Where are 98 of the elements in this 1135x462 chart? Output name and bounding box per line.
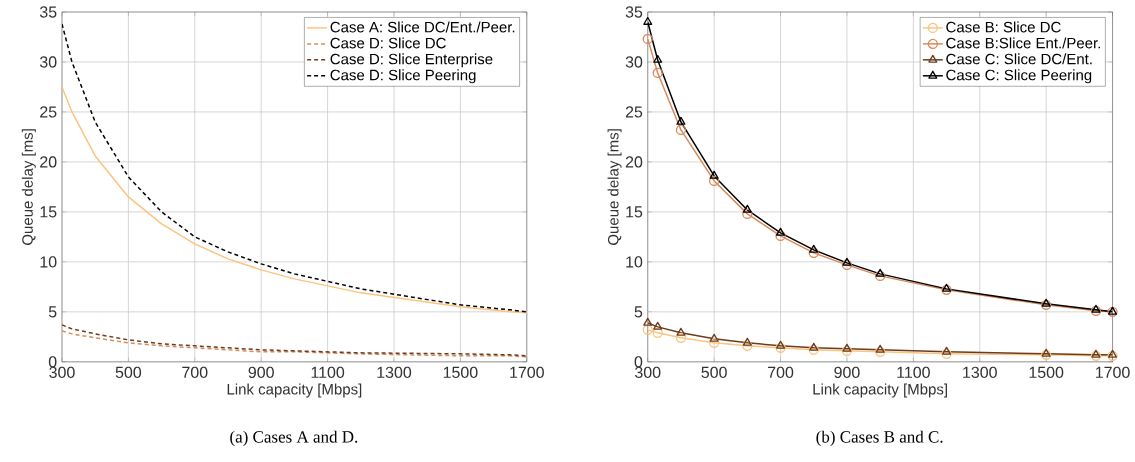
point [742, 204, 752, 213]
y-tick-label: 30 [625, 56, 643, 68]
point [675, 124, 687, 136]
legend-label: Case C: Slice DC/Ent. [946, 53, 1092, 65]
point [1090, 305, 1102, 317]
point [653, 54, 663, 63]
text: (b) Cases B and C. [816, 430, 943, 447]
x-tick-label: 900 [248, 366, 274, 379]
point [942, 283, 952, 292]
point [675, 332, 687, 344]
y-tick-label: 0 [48, 356, 57, 368]
x-tick-label: 300 [49, 366, 75, 379]
point [776, 340, 786, 349]
x-tick-label: 700 [768, 366, 794, 379]
point [676, 116, 686, 125]
point [842, 257, 852, 266]
point [709, 170, 719, 179]
point [776, 227, 786, 236]
x-tick-label: 1300 [377, 366, 412, 379]
point [1091, 349, 1101, 358]
legend-label: Case A: Slice DC/Ent./Peer. [330, 21, 515, 33]
point [642, 33, 653, 45]
y-tick-label: 25 [40, 106, 57, 118]
x-tick-label: 300 [635, 366, 661, 379]
y-tick-label: 25 [625, 106, 643, 118]
point [775, 342, 786, 354]
legend-label: Case B:Slice Ent./Peer. [946, 37, 1100, 49]
line-series [61, 23, 527, 313]
point [842, 343, 852, 352]
x-tick-label: 1100 [897, 366, 930, 379]
x-tick-label: 500 [701, 366, 727, 379]
point [809, 244, 819, 253]
legend-label: Case C: Slice Peering [946, 69, 1092, 84]
legend-label: Case D: Slice DC [330, 37, 446, 49]
point [742, 340, 753, 352]
y-tick-label: 10 [626, 256, 643, 268]
y-axis-title: Queue delay [ms] [607, 129, 622, 246]
point [652, 67, 663, 79]
y-tick-label: 0 [634, 356, 643, 368]
legend-label: Case D: Slice Enterprise [330, 53, 493, 68]
point [643, 317, 653, 326]
point [1041, 348, 1051, 357]
point [1108, 349, 1118, 358]
point [1041, 298, 1051, 307]
x-tick-label: 500 [115, 366, 142, 379]
legend-label: Case D: Slice Peering [330, 69, 476, 84]
point [652, 327, 663, 339]
point [875, 344, 885, 353]
point [841, 345, 853, 357]
point [875, 270, 886, 282]
x-tick-label: 1700 [1095, 366, 1130, 379]
point [1041, 349, 1052, 361]
y-tick-label: 35 [625, 6, 643, 18]
y-axis-title: Queue delay [ms] [21, 129, 36, 246]
y-tick-label: 20 [40, 156, 57, 168]
point [742, 337, 752, 346]
point [1090, 350, 1102, 362]
line-series [61, 86, 527, 314]
point [841, 259, 853, 271]
y-tick-label: 10 [40, 256, 57, 268]
point [875, 346, 886, 358]
x-axis-title: Link capacity [Mbps] [813, 383, 947, 398]
point [643, 16, 653, 25]
x-axis-title: Link capacity [Mbps] [227, 383, 362, 398]
point [808, 247, 819, 259]
point [875, 268, 885, 277]
x-tick-label: 900 [834, 366, 860, 379]
point [808, 344, 819, 356]
point [1107, 350, 1118, 362]
point [709, 333, 719, 342]
y-tick-label: 30 [39, 56, 57, 68]
point [742, 208, 753, 220]
x-tick-label: 1500 [1029, 366, 1064, 379]
y-tick-label: 20 [625, 156, 643, 168]
y-tick-label: 35 [39, 6, 57, 18]
point [653, 321, 663, 330]
point [941, 284, 952, 296]
y-tick-label: 15 [40, 206, 57, 218]
point [1091, 304, 1101, 313]
x-tick-label: 1300 [963, 366, 997, 379]
point [676, 327, 686, 336]
legend-label: Case B: Slice DC [946, 21, 1061, 33]
x-tick-label: 1700 [510, 366, 544, 379]
x-tick-label: 700 [182, 366, 208, 379]
point [642, 324, 653, 336]
point [709, 175, 720, 187]
text: (a) Cases A and D. [230, 430, 358, 447]
x-tick-label: 1500 [443, 366, 478, 379]
point [809, 342, 819, 351]
point [942, 346, 952, 355]
y-tick-label: 5 [48, 306, 57, 318]
point [941, 348, 952, 360]
point [775, 230, 786, 242]
point [709, 337, 720, 349]
x-tick-label: 1100 [311, 366, 345, 379]
y-tick-label: 5 [634, 306, 643, 318]
point [1041, 299, 1052, 311]
y-tick-label: 15 [626, 206, 643, 218]
